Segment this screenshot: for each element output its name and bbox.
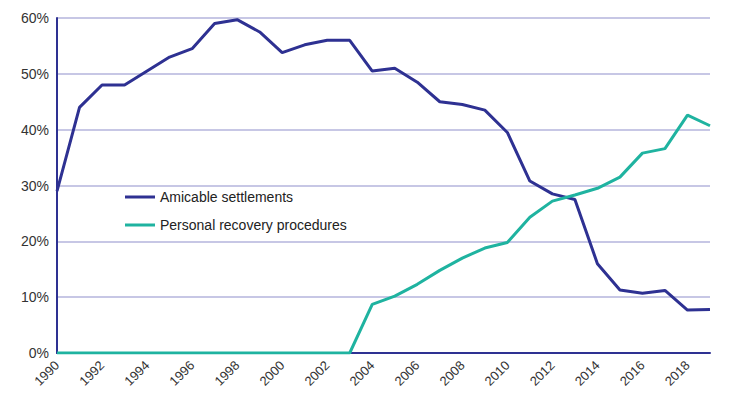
svg-text:60%: 60% bbox=[21, 10, 49, 26]
svg-text:1996: 1996 bbox=[166, 358, 197, 389]
svg-text:1992: 1992 bbox=[76, 358, 107, 389]
svg-text:2008: 2008 bbox=[437, 358, 468, 389]
svg-text:Amicable settlements: Amicable settlements bbox=[160, 189, 293, 205]
svg-text:1998: 1998 bbox=[211, 358, 242, 389]
svg-text:30%: 30% bbox=[21, 178, 49, 194]
svg-text:40%: 40% bbox=[21, 122, 49, 138]
svg-text:2004: 2004 bbox=[347, 358, 378, 389]
svg-text:Personal recovery procedures: Personal recovery procedures bbox=[160, 217, 347, 233]
svg-text:2002: 2002 bbox=[301, 358, 332, 389]
svg-text:50%: 50% bbox=[21, 66, 49, 82]
svg-text:2010: 2010 bbox=[482, 358, 513, 389]
svg-text:10%: 10% bbox=[21, 289, 49, 305]
svg-text:2006: 2006 bbox=[392, 358, 423, 389]
svg-text:2016: 2016 bbox=[617, 358, 648, 389]
svg-text:2012: 2012 bbox=[527, 358, 558, 389]
svg-text:2014: 2014 bbox=[572, 358, 603, 389]
svg-text:20%: 20% bbox=[21, 233, 49, 249]
svg-text:2018: 2018 bbox=[662, 358, 693, 389]
svg-text:1994: 1994 bbox=[121, 358, 152, 389]
svg-text:2000: 2000 bbox=[256, 358, 287, 389]
svg-text:1990: 1990 bbox=[31, 358, 62, 389]
svg-text:0%: 0% bbox=[29, 345, 49, 361]
